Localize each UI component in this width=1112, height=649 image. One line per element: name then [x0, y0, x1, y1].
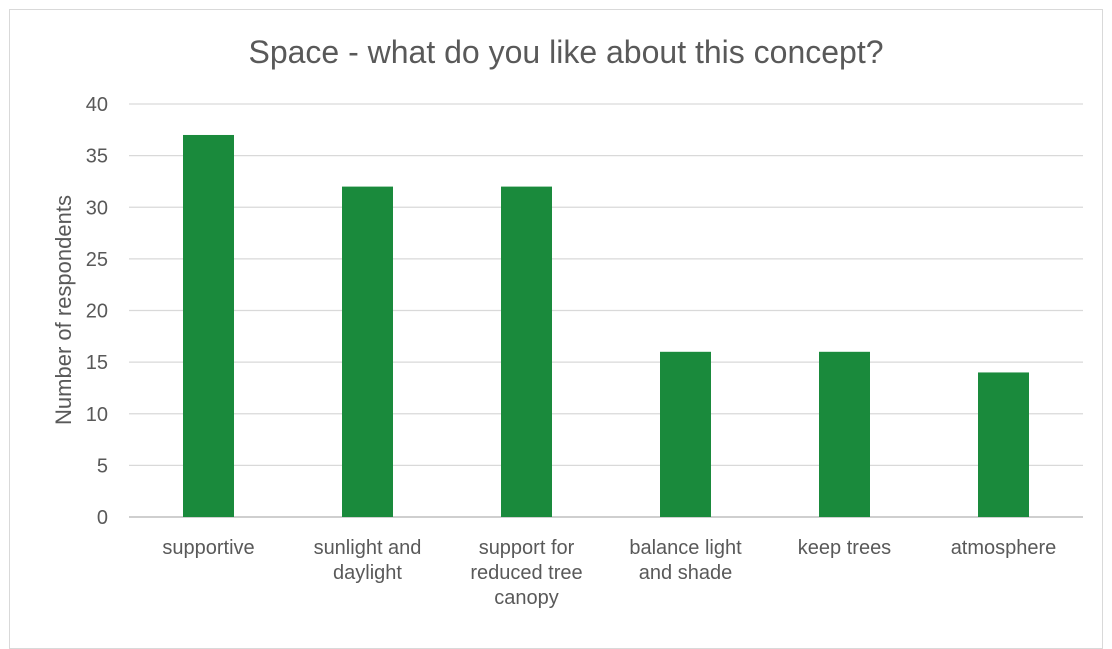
y-tick-label: 30 [86, 197, 108, 219]
x-axis-categories: supportive sunlight and daylight support fo… [162, 537, 1056, 609]
y-axis-ticks: 0 5 10 15 20 25 30 35 40 [86, 94, 108, 529]
y-tick-label: 40 [86, 94, 108, 116]
bar-chart: Space - what do you like about this conc… [51, 34, 1083, 609]
x-category-label-line: canopy [494, 587, 559, 609]
x-category-label: atmosphere [951, 537, 1057, 559]
x-category-label-line: supportive [162, 537, 254, 559]
y-axis-label: Number of respondents [51, 195, 76, 425]
y-tick-label: 15 [86, 352, 108, 374]
x-category-label-line: balance light [629, 537, 742, 559]
bar [342, 186, 393, 517]
x-category-label-line: support for [479, 537, 575, 559]
bars [183, 134, 1029, 517]
x-category-label-line: reduced tree [470, 562, 582, 584]
x-category-label-line: keep trees [798, 537, 891, 559]
bar [183, 134, 234, 517]
bar [660, 351, 711, 517]
bar [501, 186, 552, 517]
x-category-label: keep trees [798, 537, 891, 559]
gridlines [129, 103, 1083, 518]
x-category-label: supportive [162, 537, 254, 559]
x-category-label: balance light and shade [629, 537, 742, 584]
y-tick-label: 25 [86, 249, 108, 271]
y-tick-label: 5 [97, 455, 108, 477]
x-category-label: support for reduced tree canopy [470, 537, 582, 609]
bar [819, 351, 870, 517]
y-tick-label: 0 [97, 507, 108, 529]
x-category-label-line: and shade [639, 562, 732, 584]
x-category-label: sunlight and daylight [314, 537, 422, 584]
y-tick-label: 35 [86, 146, 108, 168]
x-category-label-line: atmosphere [951, 537, 1057, 559]
y-tick-label: 20 [86, 301, 108, 323]
chart-title: Space - what do you like about this conc… [248, 34, 883, 70]
x-category-label-line: daylight [333, 562, 402, 584]
y-tick-label: 10 [86, 404, 108, 426]
x-category-label-line: sunlight and [314, 537, 422, 559]
bar [978, 372, 1029, 517]
